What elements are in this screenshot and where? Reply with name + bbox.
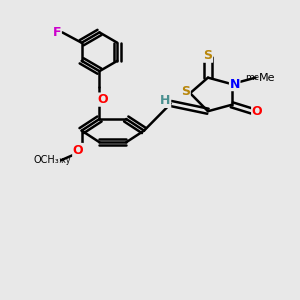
Text: O: O bbox=[73, 143, 83, 157]
Text: OCH₃: OCH₃ bbox=[34, 155, 59, 165]
Text: methoxy: methoxy bbox=[38, 156, 71, 165]
Text: methyl: methyl bbox=[246, 73, 277, 82]
Text: H: H bbox=[160, 94, 171, 107]
Text: O: O bbox=[252, 105, 262, 118]
Text: Me: Me bbox=[259, 73, 276, 82]
Text: N: N bbox=[230, 78, 240, 91]
Text: S: S bbox=[181, 85, 190, 98]
Text: S: S bbox=[203, 49, 212, 62]
Text: F: F bbox=[53, 26, 61, 39]
Text: O: O bbox=[98, 93, 108, 106]
